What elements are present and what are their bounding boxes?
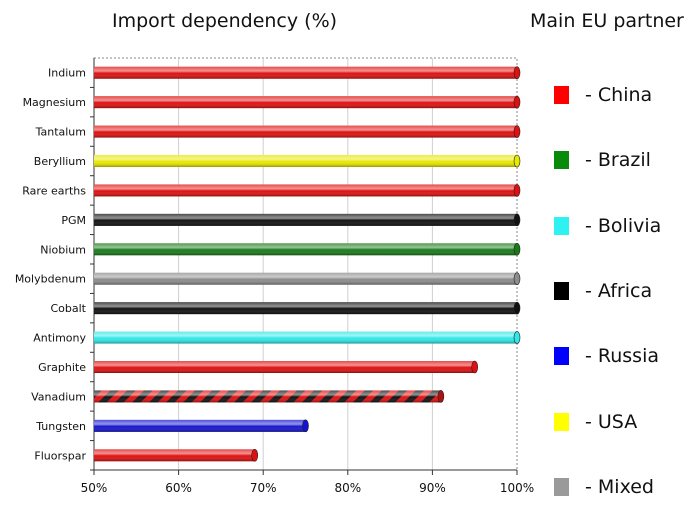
legend-swatch: [554, 281, 569, 300]
legend-item: - China: [520, 82, 652, 108]
bar-shine: [94, 331, 517, 344]
bar-cap: [471, 360, 479, 374]
x-tick-label: 60%: [165, 481, 192, 495]
legend-label: - Russia: [585, 345, 660, 368]
bar-cap: [437, 390, 445, 403]
bar-shine: [94, 96, 517, 109]
y-tick-label: Magnesium: [23, 96, 86, 109]
legend-item: - Africa: [520, 278, 652, 304]
bar-cap: [513, 66, 521, 80]
x-tick-label: 90%: [419, 481, 446, 495]
legend-item: - Mixed: [520, 474, 654, 500]
bar-cap: [513, 242, 521, 256]
legend-item: - Bolivia: [520, 213, 661, 239]
chart-title: Import dependency (%): [112, 10, 338, 32]
y-tick-label: Antimony: [33, 332, 86, 345]
y-tick-label: Molybdenum: [15, 273, 86, 286]
y-tick-label: Rare earths: [22, 184, 86, 197]
y-tick-label: Cobalt: [50, 302, 86, 315]
legend-label: - China: [585, 84, 653, 106]
bar-shine: [94, 125, 517, 138]
bar-cap: [302, 419, 309, 433]
legend-swatch: [554, 216, 569, 235]
legend-label: - Bolivia: [585, 214, 662, 237]
y-tick-label: Graphite: [38, 361, 86, 374]
legend-label: - USA: [585, 410, 638, 433]
y-tick-label: Tungsten: [35, 420, 86, 433]
legend-item: - Russia: [520, 343, 659, 369]
y-tick-label: Indium: [48, 67, 86, 80]
legend-title: Main EU partner: [530, 10, 684, 32]
legend-swatch: [554, 86, 569, 104]
bar-cap: [513, 154, 521, 168]
legend-swatch: [554, 412, 569, 431]
bar-cap: [513, 301, 521, 315]
bar-cap: [513, 331, 521, 344]
bar-shine: [94, 390, 441, 403]
legend-swatch: [554, 477, 569, 496]
y-tick-label: PGM: [61, 214, 86, 227]
bar-shine: [94, 155, 517, 167]
y-tick-label: Niobium: [40, 243, 86, 256]
bar-shine: [94, 243, 517, 256]
y-tick-label: Tantalum: [35, 126, 86, 139]
bar-cap: [513, 125, 521, 138]
legend-label: - Brazil: [585, 149, 651, 172]
x-tick-label: 70%: [250, 481, 277, 495]
plot-frame: [93, 57, 518, 471]
y-tick-label: Beryllium: [34, 155, 86, 168]
x-tick-label: 100%: [500, 481, 534, 495]
legend-swatch: [554, 151, 569, 170]
bar-cap: [513, 272, 521, 286]
x-tick-label: 80%: [334, 481, 361, 495]
bar-cap: [513, 184, 521, 197]
legend-label: - Mixed: [585, 475, 654, 498]
bar-shine: [94, 361, 475, 373]
bar-shine: [94, 272, 517, 285]
bar-shine: [94, 184, 517, 197]
bar-shine: [94, 213, 517, 226]
legend: - China - Brazil - Bolivia - Africa - Russia…: [520, 60, 700, 509]
x-tick-label: 50%: [81, 481, 108, 495]
legend-item: - Brazil: [520, 147, 651, 173]
bar-shine: [94, 66, 517, 79]
bar-cap: [513, 213, 521, 227]
legend-item: - USA: [520, 409, 637, 435]
bar-shine: [94, 449, 255, 462]
bar-cap: [513, 95, 521, 109]
legend-swatch: [554, 347, 569, 366]
legend-label: - Africa: [585, 279, 653, 302]
y-tick-label: Vanadium: [31, 390, 86, 403]
bar-shine: [94, 419, 306, 432]
bar-cap: [251, 448, 259, 462]
bar-shine: [94, 302, 517, 315]
y-tick-label: Fluorspar: [34, 449, 86, 462]
